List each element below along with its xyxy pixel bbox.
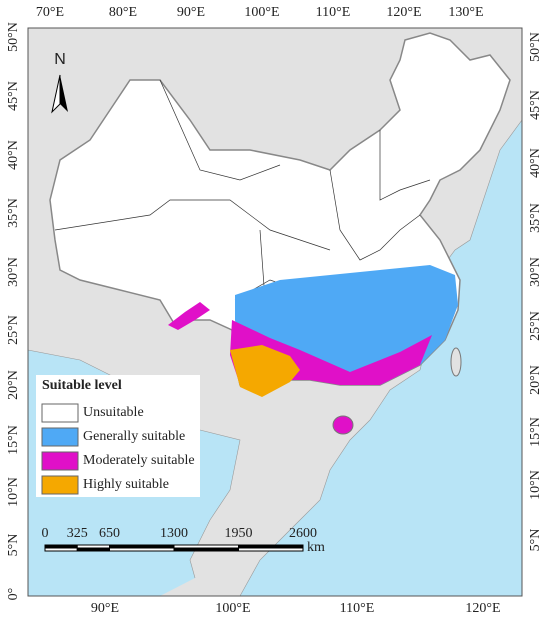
- lat-label: 10°N: [528, 470, 543, 500]
- lon-label: 80°E: [109, 5, 137, 20]
- lat-label: 35°N: [528, 203, 543, 233]
- lon-label: 70°E: [36, 5, 64, 20]
- hainan: [332, 415, 354, 435]
- lon-label: 90°E: [91, 601, 119, 616]
- lon-label: 100°E: [244, 5, 279, 20]
- lat-label: 45°N: [528, 90, 543, 120]
- taiwan: [450, 347, 462, 377]
- lat-label: 40°N: [6, 140, 21, 170]
- scale-label: 650: [99, 526, 120, 541]
- north-arrow: [51, 74, 68, 114]
- lon-label: 90°E: [177, 5, 205, 20]
- scale-segment: [109, 547, 175, 552]
- land-island: [160, 560, 250, 596]
- lat-label: 20°N: [6, 370, 21, 400]
- scale-label: 2600: [289, 526, 317, 541]
- map-frame: [27, 27, 523, 597]
- lat-label: 20°N: [528, 365, 543, 395]
- lon-label: 120°E: [386, 5, 421, 20]
- lon-label: 100°E: [215, 601, 250, 616]
- highly-suitable-area: [230, 345, 300, 397]
- lat-label: 40°N: [528, 148, 543, 178]
- scale-label: 0: [42, 526, 49, 541]
- lat-label: 0°: [6, 588, 21, 601]
- legend-label: Generally suitable: [83, 429, 185, 444]
- legend-label: Moderately suitable: [83, 453, 195, 468]
- scale-segment: [173, 547, 239, 552]
- north-label: N: [54, 51, 66, 68]
- scale-label: 1300: [160, 526, 188, 541]
- lat-label: 15°N: [6, 425, 21, 455]
- lat-label: 35°N: [6, 198, 21, 228]
- lat-label: 30°N: [528, 257, 543, 287]
- scale-segment: [44, 547, 78, 552]
- moderately-suitable-area: [168, 302, 210, 330]
- legend-swatch: [41, 427, 79, 447]
- lat-label: 45°N: [6, 81, 21, 111]
- legend-label: Highly suitable: [83, 477, 169, 492]
- lat-label: 50°N: [6, 22, 21, 52]
- lat-label: 25°N: [528, 311, 543, 341]
- legend-title: Suitable level: [42, 378, 122, 393]
- lat-label: 5°N: [6, 534, 21, 557]
- lon-label: 130°E: [448, 5, 483, 20]
- lat-label: 5°N: [528, 529, 543, 552]
- lat-label: 15°N: [528, 417, 543, 447]
- lat-label: 10°N: [6, 477, 21, 507]
- scale-segment: [238, 547, 304, 552]
- lon-label: 110°E: [316, 5, 351, 20]
- scale-segment: [76, 547, 110, 552]
- scale-label: 325: [67, 526, 88, 541]
- scale-unit: km: [307, 540, 325, 555]
- lat-label: 25°N: [6, 315, 21, 345]
- scale-label: 1950: [225, 526, 253, 541]
- legend-swatch: [41, 475, 79, 495]
- lat-label: 30°N: [6, 257, 21, 287]
- lon-label: 110°E: [340, 601, 375, 616]
- lat-label: 50°N: [528, 32, 543, 62]
- legend-swatch: [41, 451, 79, 471]
- legend-swatch: [41, 403, 79, 423]
- legend-label: Unsuitable: [83, 405, 144, 420]
- lon-label: 120°E: [465, 601, 500, 616]
